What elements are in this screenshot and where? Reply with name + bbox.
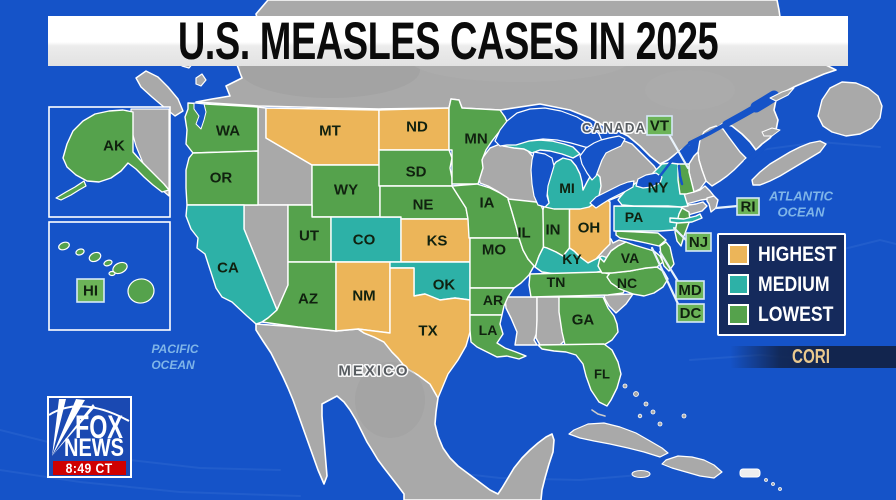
svg-text:IN: IN [546,222,561,239]
svg-text:MEXICO: MEXICO [338,363,409,380]
svg-text:MO: MO [482,242,506,259]
svg-text:ND: ND [406,119,428,136]
svg-text:AZ: AZ [298,291,318,308]
svg-text:GA: GA [572,312,595,329]
svg-text:CANADA: CANADA [582,121,647,136]
svg-text:TN: TN [547,274,566,290]
svg-text:DC: DC [680,305,702,322]
svg-text:UT: UT [299,228,319,245]
svg-text:NM: NM [352,288,375,305]
svg-text:KS: KS [427,233,448,250]
svg-text:IL: IL [517,225,530,242]
svg-text:NY: NY [648,180,669,197]
svg-text:LA: LA [479,322,498,338]
svg-text:HI: HI [83,283,98,300]
svg-text:MT: MT [319,123,341,140]
svg-text:PA: PA [625,209,643,225]
svg-text:WA: WA [216,123,240,140]
svg-text:OCEAN: OCEAN [778,205,826,220]
svg-text:MD: MD [678,282,701,299]
svg-text:OCEAN: OCEAN [151,358,195,372]
svg-text:FOX: FOX [75,409,123,445]
svg-text:NE: NE [413,197,434,214]
svg-text:RI: RI [741,199,756,216]
svg-text:AK: AK [103,138,125,155]
svg-text:NJ: NJ [689,234,708,251]
svg-text:NEWS: NEWS [64,434,124,462]
svg-text:ATLANTIC: ATLANTIC [768,189,834,204]
svg-text:OK: OK [433,277,456,294]
svg-text:CA: CA [217,260,239,277]
svg-text:KY: KY [562,251,582,267]
svg-text:FL: FL [594,367,610,382]
svg-text:VA: VA [621,250,639,266]
svg-text:AR: AR [483,292,503,308]
svg-text:OH: OH [578,220,601,237]
svg-text:CO: CO [353,232,376,249]
svg-text:WY: WY [334,182,358,199]
svg-text:TX: TX [418,323,437,340]
svg-text:NC: NC [617,275,637,291]
svg-text:SD: SD [406,164,427,181]
svg-text:OR: OR [210,170,233,187]
svg-text:MI: MI [559,180,575,196]
svg-text:VT: VT [650,118,669,135]
svg-text:MN: MN [464,131,487,148]
svg-text:PACIFIC: PACIFIC [151,342,198,356]
svg-text:IA: IA [480,195,495,212]
